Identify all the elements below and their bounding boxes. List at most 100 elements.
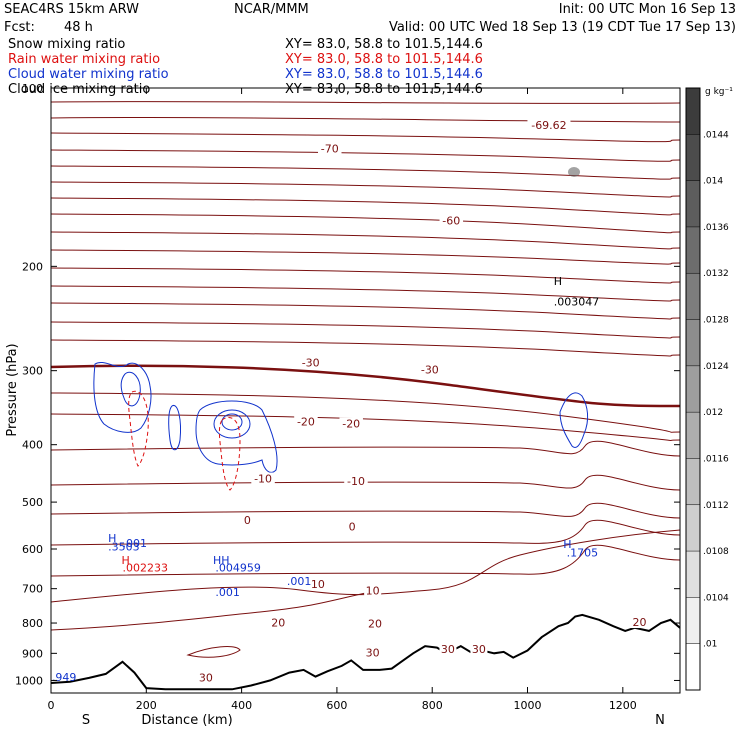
colorbar-tick-label: .0132 xyxy=(703,269,729,279)
colorbar-unit: g kg⁻¹ xyxy=(705,87,733,97)
mixing-ratio-contours xyxy=(93,167,589,491)
colorbar-segment xyxy=(686,597,700,645)
rain-contour-left xyxy=(128,390,149,467)
field-annotation: H xyxy=(108,532,116,545)
field-annotation: .001 xyxy=(215,586,240,599)
colorbar-tick-label: .0128 xyxy=(703,316,729,326)
isotherm-line xyxy=(186,646,241,658)
isotherm-line xyxy=(50,302,681,320)
y-tick-label: 900 xyxy=(22,647,43,660)
colorbar-segment xyxy=(686,180,700,228)
field-annotations: H.003047H.3503H.002233.001HH.004959.001.… xyxy=(52,275,599,684)
field-annotation: HH xyxy=(213,554,230,567)
isotherm-line xyxy=(50,589,381,631)
isotherm-line xyxy=(50,213,681,234)
colorbar: .0144 .014 .0136 .0132 .0128 .0124 .012 .0116 .0… xyxy=(685,87,729,691)
isotherm-line xyxy=(50,474,681,491)
contour-label: -70 xyxy=(321,142,339,155)
contour-label: 30 xyxy=(199,672,213,685)
org-label: NCAR/MMM xyxy=(234,2,309,17)
contour-label-bg xyxy=(344,474,368,487)
contour-label-bg xyxy=(294,415,318,428)
field-annotation: H xyxy=(563,538,571,551)
contour-label: -69.62 xyxy=(531,119,566,132)
y-axis-label: Pressure (hPa) xyxy=(5,343,20,436)
colorbar-segment xyxy=(686,412,700,459)
field-label-cloud-ice: Cloud ice mixing ratio xyxy=(8,82,150,97)
valid-time: Valid: 00 UTC Wed 18 Sep 13 (19 CDT Tue … xyxy=(389,20,736,35)
cloud-water-contour-center xyxy=(195,400,278,473)
contour-label: 30 xyxy=(366,646,380,659)
isotherm-line xyxy=(50,440,681,457)
y-tick-label: 500 xyxy=(22,496,43,509)
contour-label-bg xyxy=(630,616,648,629)
contour-label-bg xyxy=(439,642,457,655)
x-end-label-north: N xyxy=(655,713,665,728)
isotherm-line xyxy=(50,117,681,123)
colorbar-segment xyxy=(686,88,700,135)
field-label-rain: Rain water mixing ratio xyxy=(8,52,160,67)
isotherm-line xyxy=(50,321,681,339)
y-tick-label: 800 xyxy=(22,617,43,630)
isotherm-line xyxy=(50,364,681,408)
contour-label-bg xyxy=(318,142,342,155)
colorbar-tick-label: .0116 xyxy=(703,454,729,464)
contour-label-bg xyxy=(251,472,275,485)
field-annotation: .001 xyxy=(287,575,312,588)
colorbar-frame xyxy=(685,87,701,691)
isotherm-line xyxy=(50,101,681,104)
contour-label: 30 xyxy=(472,643,486,656)
isotherm-line xyxy=(50,413,681,442)
contour-label-bg xyxy=(470,642,488,655)
y-tick-label: 200 xyxy=(22,260,43,273)
contour-label: -20 xyxy=(342,418,360,431)
field-annotation: .1705 xyxy=(567,547,599,560)
field-annotation: .001 xyxy=(122,537,146,550)
x-end-label-south: S xyxy=(82,713,90,728)
isotherm-line xyxy=(50,267,681,284)
model-title: SEAC4RS 15km ARW xyxy=(4,2,139,17)
field-annotation: H xyxy=(554,275,562,288)
contour-label-bg xyxy=(269,616,287,629)
isotherm-line xyxy=(50,544,681,577)
contour-label: 20 xyxy=(632,616,646,629)
contour-label-bg xyxy=(298,356,323,369)
colorbar-segment xyxy=(686,273,700,321)
contour-labels: -70 -69.62 -60 -30 -30 -20 -20 -10 -10 0 0 10 10 20 20… xyxy=(197,119,648,685)
cloud-water-contour-left xyxy=(93,362,152,433)
isotherm-line xyxy=(50,181,681,198)
init-time: Init: 00 UTC Mon 16 Sep 13 xyxy=(559,2,736,17)
terrain xyxy=(50,613,681,691)
y-tick-label: 100 xyxy=(22,82,43,95)
isotherm-line xyxy=(50,519,681,546)
cloud-water-contour-center-inner xyxy=(213,409,251,439)
colorbar-tick-label: .0136 xyxy=(703,223,729,233)
xy-snow: XY= 83.0, 58.8 to 101.5,144.6 xyxy=(285,37,483,52)
y-tick-label: 1000 xyxy=(15,674,43,687)
field-annotation: .3503 xyxy=(108,540,140,553)
y-tick-label: 400 xyxy=(22,439,43,452)
contour-label: 10 xyxy=(311,578,325,591)
field-annotation: .003047 xyxy=(554,296,600,309)
contour-label-bg xyxy=(309,577,327,590)
isotherm-line xyxy=(50,285,681,302)
colorbar-tick-label: .0124 xyxy=(703,362,729,372)
rain-contour-center xyxy=(218,417,241,491)
colorbar-tick-label: .0108 xyxy=(703,547,729,557)
colorbar-tick-label: .01 xyxy=(703,640,717,650)
field-annotation: .004959 xyxy=(215,562,260,575)
x-tick-label: 1000 xyxy=(514,699,542,712)
colorbar-segment xyxy=(686,226,700,274)
field-label-snow: Snow mixing ratio xyxy=(8,37,125,52)
colorbar-segment xyxy=(686,134,700,182)
contour-label: -10 xyxy=(347,475,365,488)
contour-label-bg xyxy=(364,646,382,659)
fcst-value: 48 h xyxy=(64,20,93,35)
colorbar-segment xyxy=(686,365,700,413)
colorbar-segment xyxy=(686,551,700,598)
contour-label: 0 xyxy=(244,514,251,527)
plot-area xyxy=(51,88,680,693)
contour-label-bg xyxy=(197,671,215,684)
x-tick-label: 400 xyxy=(231,699,252,712)
contour-label: -30 xyxy=(302,357,320,370)
